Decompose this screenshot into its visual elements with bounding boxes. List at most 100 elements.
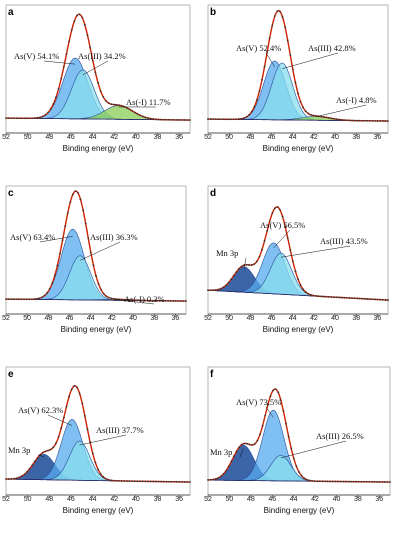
data-point [273,207,276,210]
data-point [290,447,293,450]
data-point [304,291,307,293]
data-point [34,460,36,463]
data-point [334,480,337,483]
data-point [255,260,258,263]
data-point [368,480,371,483]
data-point [82,209,85,212]
data-point [327,295,330,298]
data-point [56,264,59,267]
data-point [329,480,332,483]
data-point [128,299,131,301]
data-point [77,192,79,194]
data-point [235,118,238,121]
data-point [350,480,352,483]
data-point [36,456,39,459]
data-point [291,260,294,263]
data-point [177,300,180,302]
data-point [165,480,168,483]
peak-label: As(V) 73.5% [236,397,281,407]
data-point [230,460,233,463]
x-tick-label: 44 [289,315,297,322]
data-point [152,480,155,483]
x-tick-label: 44 [290,496,298,503]
data-point [65,53,68,56]
data-point [120,104,123,107]
data-point [83,414,86,417]
data-point [259,433,261,436]
data-point [44,113,47,116]
data-point [299,100,302,103]
data-point [258,90,261,92]
data-point [107,296,110,299]
data-point [324,480,326,483]
data-point [41,451,44,454]
data-point [338,118,341,121]
data-point [89,46,92,49]
data-point [256,439,259,442]
x-tick-label: 44 [87,315,95,322]
data-point [175,480,178,483]
data-point [284,26,287,29]
data-point [222,472,225,475]
data-point [179,300,182,302]
x-tick-label: 42 [310,134,318,141]
data-point [238,446,241,449]
data-point [154,299,157,302]
peak-label: As(-I) 0.3% [124,294,165,304]
data-point [76,386,78,389]
data-point [147,480,149,483]
data-point [168,480,170,483]
x-tick-label: 48 [247,496,255,503]
data-point [94,71,97,74]
data-point [384,120,387,122]
data-point [381,298,384,301]
peak-label: As(-I) 11.7% [126,97,171,107]
peak-label: As(III) 37.7% [96,425,144,435]
x-tick-label: 46 [268,315,276,322]
label-leader [282,52,339,69]
peak-label: As(V) 62.3% [18,405,63,415]
peak-label: Mn 3p [216,248,238,258]
data-point [337,480,339,483]
data-point [186,481,189,483]
data-point [157,118,160,121]
data-point [360,480,363,483]
data-point [248,114,251,116]
data-point [36,116,39,119]
data-point [230,118,233,121]
data-point [266,229,269,232]
data-point [255,99,258,101]
data-point [189,119,191,121]
peak-label: As(III) 34.2% [78,51,126,61]
data-point [298,471,300,473]
data-point [51,282,54,284]
data-point [248,264,251,266]
x-tick-label: 52 [204,134,212,141]
data-point [369,298,371,300]
label-leader [37,454,44,458]
data-point [250,264,253,266]
data-point [55,96,57,99]
peak-label: As(III) 42.8% [308,43,356,53]
data-point [68,395,70,398]
data-point [110,297,113,300]
data-point [222,286,225,289]
data-point [325,295,328,298]
data-point [261,248,263,251]
data-point [369,119,371,122]
data-point [100,288,103,291]
x-tick-label: 50 [23,315,31,322]
data-point [86,428,89,431]
data-point [154,118,157,121]
x-tick-label: 38 [150,315,158,322]
data-point [84,222,87,225]
data-point [261,78,263,81]
data-point [186,119,189,121]
x-tick-label: 50 [24,134,32,141]
data-point [175,119,178,121]
panel-a: As(V) 54.1% As(III) 34.2% As(-I) 11.7% a 52 5… [2,4,191,153]
data-point [120,480,123,482]
data-point [46,291,49,294]
data-point [379,120,382,122]
label-leader [239,448,244,458]
